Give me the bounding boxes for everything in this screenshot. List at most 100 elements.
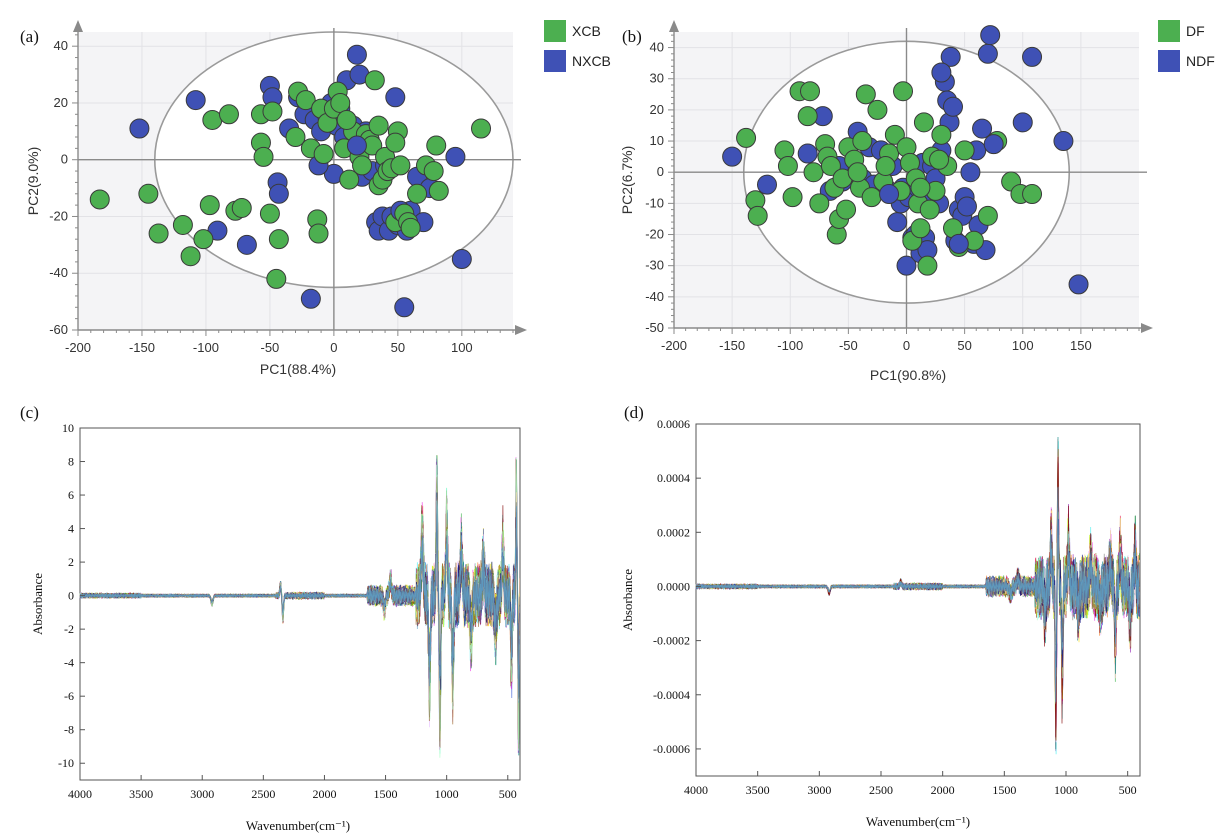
y-tick-label: -8 xyxy=(64,723,74,737)
x-tick-label: -200 xyxy=(65,340,91,355)
x-tick-label: -150 xyxy=(129,340,155,355)
y-tick-label: 20 xyxy=(54,95,68,110)
point-ndf xyxy=(722,146,743,167)
x-tick-label: 1500 xyxy=(374,787,398,801)
x-tick-label: 2500 xyxy=(869,783,893,797)
y-tick-label: -10 xyxy=(58,756,74,770)
y-tick-label: 0.0000 xyxy=(657,579,690,593)
x-tick-label: 2500 xyxy=(251,787,275,801)
panel-b-points xyxy=(722,25,1089,295)
point-ndf xyxy=(1068,274,1089,295)
y-tick-label: 6 xyxy=(68,488,74,502)
x-axis-arrow xyxy=(515,325,527,335)
point-df xyxy=(954,140,975,161)
point-nxcb xyxy=(185,90,206,111)
point-ndf xyxy=(948,233,969,254)
point-xcb xyxy=(262,101,283,122)
point-df xyxy=(919,199,940,220)
panel-c-ylabel: Absorbance xyxy=(30,573,45,635)
x-tick-label: -50 xyxy=(839,338,858,353)
x-tick-label: 4000 xyxy=(684,783,708,797)
point-df xyxy=(736,127,757,148)
x-tick-label: 3000 xyxy=(190,787,214,801)
x-tick-label: 2000 xyxy=(931,783,955,797)
x-tick-label: 0 xyxy=(903,338,910,353)
point-ndf xyxy=(797,143,818,164)
x-tick-label: -100 xyxy=(193,340,219,355)
y-tick-label: -40 xyxy=(645,289,664,304)
point-xcb xyxy=(385,132,406,153)
point-ndf xyxy=(972,118,993,139)
point-xcb xyxy=(89,189,110,210)
panel-c-xlabel: Wavenumber(cm⁻¹) xyxy=(246,818,350,833)
point-df xyxy=(782,187,803,208)
point-ndf xyxy=(1012,112,1033,133)
panel-d-ticks: 4000 3500 3000 2500 2000 1500 1000 500 -0.0006 -0… xyxy=(653,417,1137,797)
point-xcb xyxy=(339,169,360,190)
point-xcb xyxy=(364,70,385,91)
point-ndf xyxy=(977,43,998,64)
point-xcb xyxy=(231,197,252,218)
point-nxcb xyxy=(268,183,289,204)
point-nxcb xyxy=(385,87,406,108)
panel-c-lines xyxy=(79,454,520,758)
point-xcb xyxy=(308,223,329,244)
y-tick-label: -0.0004 xyxy=(653,688,690,702)
y-tick-label: 0 xyxy=(657,164,664,179)
x-tick-label: 1000 xyxy=(435,787,459,801)
point-xcb xyxy=(180,246,201,267)
panel-b-label: (b) xyxy=(622,27,642,46)
point-df xyxy=(797,106,818,127)
point-df xyxy=(977,205,998,226)
point-ndf xyxy=(980,25,1001,46)
panel-c-ticks: 4000 3500 3000 2500 2000 1500 1000 500 -10 -8 -6 -4… xyxy=(58,421,517,801)
point-nxcb xyxy=(236,234,257,255)
point-df xyxy=(800,81,821,102)
point-df xyxy=(836,199,857,220)
panel-a-points xyxy=(89,44,492,318)
point-nxcb xyxy=(451,249,472,270)
point-nxcb xyxy=(346,44,367,65)
y-tick-label: -20 xyxy=(645,227,664,242)
point-df xyxy=(820,155,841,176)
y-tick-label: -20 xyxy=(49,208,68,223)
point-df xyxy=(803,162,824,183)
x-tick-label: 500 xyxy=(1119,783,1137,797)
point-ndf xyxy=(757,174,777,195)
point-nxcb xyxy=(346,135,367,156)
x-tick-label: 150 xyxy=(1070,338,1092,353)
y-tick-label: -2 xyxy=(64,622,74,636)
panel-b-ylabel: PC2(6.7%) xyxy=(619,146,635,214)
point-xcb xyxy=(426,135,447,156)
point-xcb xyxy=(428,180,449,201)
panel-a-legend: XCB NXCB xyxy=(544,20,611,72)
legend-label-nxcb: NXCB xyxy=(572,53,611,69)
x-tick-label: 100 xyxy=(1012,338,1034,353)
panel-c-frame xyxy=(79,427,521,781)
point-df xyxy=(847,162,868,183)
x-tick-label: 3500 xyxy=(746,783,770,797)
y-tick-label: 0 xyxy=(68,589,74,603)
panel-d-label: (d) xyxy=(624,403,644,422)
point-xcb xyxy=(368,115,389,136)
x-axis-arrow xyxy=(1141,323,1153,333)
point-xcb xyxy=(148,223,169,244)
panel-b-pca-scatter: -200 -150 -100 -50 0 50 100 150-50-40-30-20-100… xyxy=(619,20,1215,383)
point-df xyxy=(867,99,888,120)
point-df xyxy=(893,81,914,102)
panel-c-label: (c) xyxy=(20,403,39,422)
point-xcb xyxy=(218,104,239,125)
y-tick-label: 4 xyxy=(68,522,74,536)
x-tick-label: -100 xyxy=(777,338,803,353)
point-df xyxy=(809,193,830,214)
x-tick-label: -150 xyxy=(719,338,745,353)
point-xcb xyxy=(330,92,351,113)
legend-label-xcb: XCB xyxy=(572,23,601,39)
y-tick-label: 20 xyxy=(650,102,664,117)
x-tick-label: 1500 xyxy=(992,783,1016,797)
point-df xyxy=(777,155,798,176)
spectrum-line xyxy=(79,500,520,703)
x-tick-label: 50 xyxy=(391,340,405,355)
y-axis-arrow xyxy=(669,20,679,32)
